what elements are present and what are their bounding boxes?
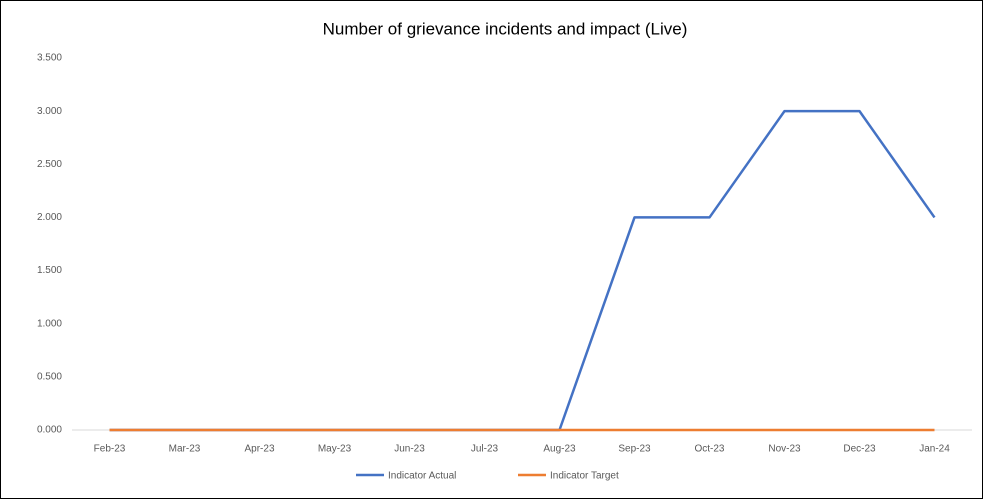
x-tick-label: Aug-23 [543,444,576,455]
x-tick-label: Oct-23 [694,444,724,455]
x-tick-label: Mar-23 [169,444,201,455]
x-tick-label: Jul-23 [471,444,499,455]
y-tick-label: 2.500 [37,159,62,170]
x-tick-label: Apr-23 [244,444,274,455]
x-tick-label: Dec-23 [843,444,876,455]
y-tick-label: 2.000 [37,212,62,223]
y-tick-label: 0.500 [37,371,62,382]
legend-label: Indicator Actual [388,471,456,482]
x-tick-label: Feb-23 [94,444,126,455]
y-tick-label: 3.000 [37,106,62,117]
y-tick-label: 3.500 [37,53,62,64]
x-tick-label: May-23 [318,444,352,455]
y-tick-label: 1.500 [37,265,62,276]
legend-label: Indicator Target [550,471,619,482]
x-tick-label: Jun-23 [394,444,425,455]
x-tick-label: Nov-23 [768,444,801,455]
y-tick-label: 0.000 [37,425,62,436]
chart-title: Number of grievance incidents and impact… [323,19,688,38]
x-tick-label: Jan-24 [919,444,950,455]
x-tick-label: Sep-23 [618,444,651,455]
y-tick-label: 1.000 [37,318,62,329]
